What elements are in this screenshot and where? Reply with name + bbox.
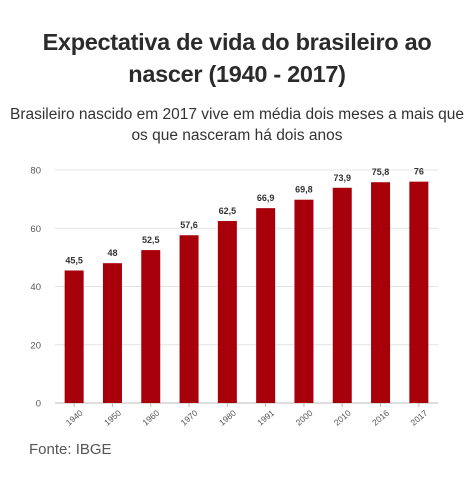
data-label: 69,8: [295, 185, 313, 195]
x-tick-label: 2010: [332, 408, 353, 428]
x-tick-label: 1991: [255, 408, 276, 428]
x-tick-label: 2000: [294, 408, 315, 428]
x-tick-label: 1950: [102, 408, 123, 428]
bar: [102, 263, 122, 403]
title-line-2: nascer (1940 - 2017): [128, 61, 346, 87]
data-label: 75,8: [372, 167, 390, 177]
bar: [179, 235, 199, 403]
chart-subtitle: Brasileiro nascido em 2017 vive em média…: [0, 104, 474, 146]
bar: [141, 250, 161, 403]
y-tick-label: 0: [36, 399, 41, 410]
bar: [256, 208, 276, 403]
bar: [332, 187, 352, 403]
x-tick-label: 1970: [179, 408, 200, 428]
y-tick-label: 60: [30, 224, 41, 235]
data-label: 48: [107, 248, 117, 258]
data-label: 57,6: [180, 220, 198, 230]
bar: [64, 270, 84, 403]
y-tick-label: 80: [30, 166, 41, 177]
data-label: 52,5: [142, 235, 160, 245]
subtitle-line-2: os que nasceram há dois anos: [131, 127, 343, 144]
data-label: 45,5: [65, 255, 83, 265]
bar: [371, 182, 391, 403]
y-tick-label: 40: [30, 282, 41, 293]
bar: [217, 220, 237, 403]
data-label: 76: [414, 167, 424, 177]
source-note: Fonte: IBGE: [29, 441, 112, 458]
data-label: 73,9: [333, 173, 351, 183]
x-tick-label: 1980: [217, 408, 238, 428]
bar: [409, 181, 429, 403]
data-label: 66,9: [257, 193, 275, 203]
x-tick-label: 2016: [370, 408, 391, 428]
subtitle-line-1: Brasileiro nascido em 2017 vive em média…: [9, 106, 465, 123]
x-tick-label: 1940: [64, 408, 85, 428]
title-line-1: Expectativa de vida do brasileiro ao: [42, 29, 432, 55]
bar: [294, 199, 314, 403]
x-tick-label: 2017: [408, 408, 429, 428]
y-tick-label: 20: [30, 340, 41, 351]
chart-title: Expectativa de vida do brasileiro ao nas…: [0, 26, 474, 90]
x-tick-label: 1960: [140, 408, 161, 428]
data-label: 62,5: [219, 206, 237, 216]
